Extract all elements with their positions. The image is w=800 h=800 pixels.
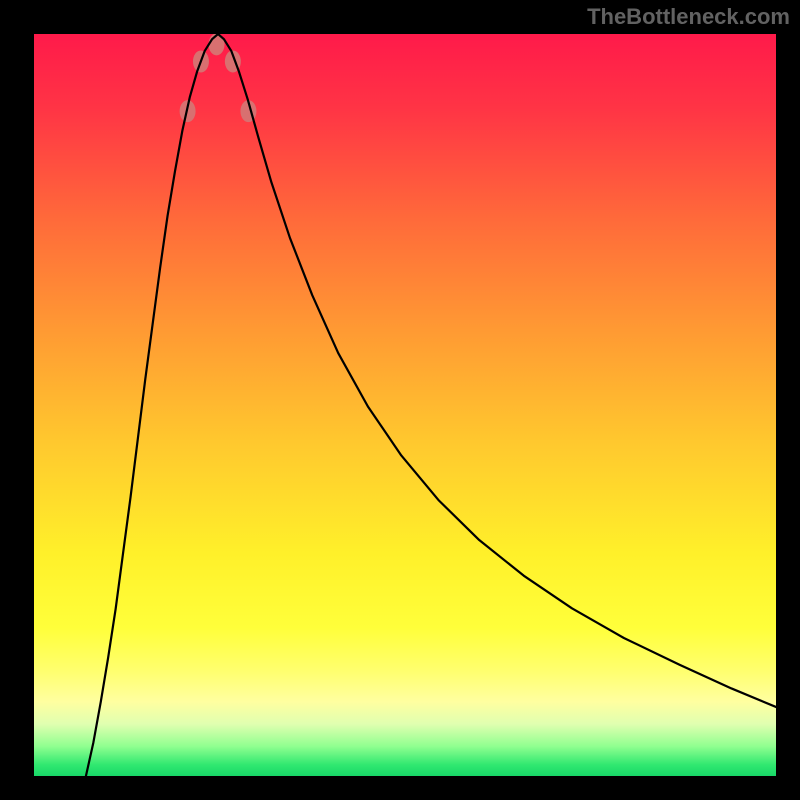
chart-svg xyxy=(34,34,776,776)
plot-area xyxy=(34,34,776,776)
chart-container: TheBottleneck.com xyxy=(0,0,800,800)
plot-background xyxy=(34,34,776,776)
watermark-text: TheBottleneck.com xyxy=(587,4,790,30)
